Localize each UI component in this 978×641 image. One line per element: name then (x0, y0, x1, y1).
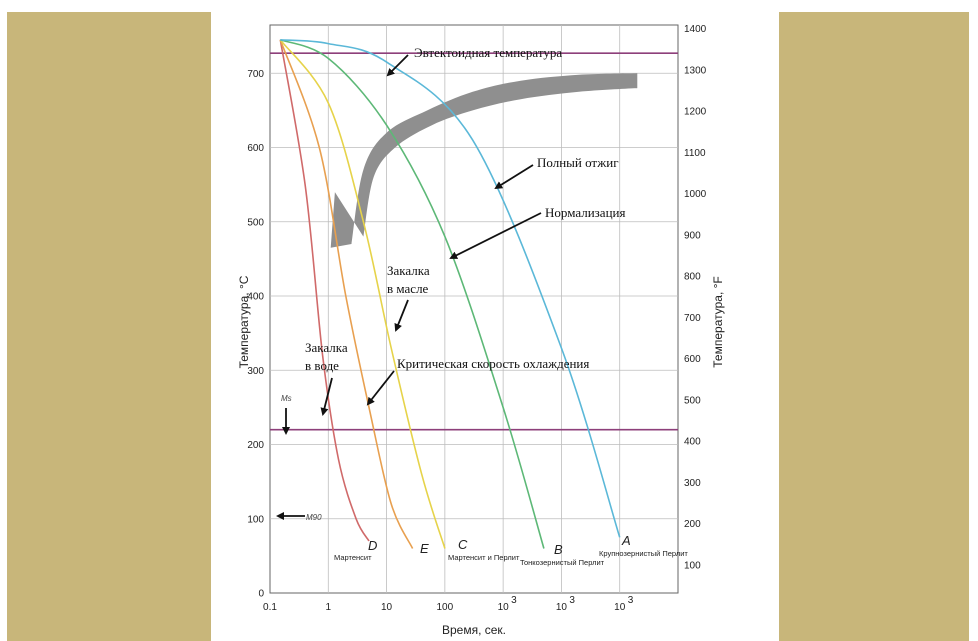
curve-label-C: C (458, 537, 468, 552)
curve-C (279, 39, 446, 549)
arrow-critical-rate (366, 370, 395, 406)
cooling-curves (279, 39, 621, 549)
curve-label-B: B (554, 542, 563, 557)
y-tick-label-right: 1100 (684, 148, 706, 159)
curve-D (279, 39, 370, 542)
x-tick-label: 10 (498, 602, 510, 613)
x-tick-label: 10 (614, 602, 626, 613)
reference-lines (270, 52, 678, 431)
arrow-eutectoid (386, 54, 409, 77)
curve-label-A: A (621, 533, 631, 548)
x-tick-exponent: 3 (628, 595, 634, 606)
x-tick-label: 10 (381, 602, 393, 613)
x-tick-exponent: 3 (511, 595, 517, 606)
m90-label: M90 (306, 513, 322, 522)
y-tick-label-left: 600 (247, 143, 264, 154)
x-axis-label: Время, сек. (442, 623, 506, 637)
y-tick-label-right: 800 (684, 272, 701, 283)
y-axis-label-right: Температура, °F (711, 276, 725, 367)
x-tick-label: 100 (437, 602, 454, 613)
axis-ticks: 0.1 1 10 100 1031031030100200300400500600700… (247, 24, 706, 613)
annotation-oil-quench-2: в масле (387, 281, 429, 296)
annotation-arrows (276, 54, 542, 520)
annotation-full-anneal: Полный отжиг (537, 155, 619, 170)
y-tick-label-right: 400 (684, 437, 701, 448)
y-tick-label-right: 600 (684, 354, 701, 365)
curve-sublabel-C: Мартенсит и Перлит (448, 553, 520, 562)
left-side-panel (7, 12, 211, 641)
curve-label-D: D (368, 538, 377, 553)
x-tick-exponent: 3 (569, 595, 575, 606)
y-tick-label-right: 500 (684, 395, 701, 406)
pearlite-nose (330, 73, 638, 248)
arrow-full-anneal (494, 164, 534, 190)
annotation-eutectoid: Эвтектоидная температура (414, 45, 562, 60)
curve-sublabel-D: Мартенсит (334, 553, 372, 562)
curve-E (279, 39, 414, 549)
y-axis-label-left: Температура, °C (237, 275, 251, 368)
pearlite-nose-region (330, 73, 638, 248)
curve-label-E: E (420, 541, 429, 556)
arrow-normalizing (449, 212, 542, 259)
y-tick-label-left: 200 (247, 440, 264, 451)
curve-sublabel-B: Тонкозернистый Перлит (520, 558, 605, 567)
plot-frame (269, 24, 679, 594)
annotation-normalizing: Нормализация (545, 205, 625, 220)
y-tick-label-left: 700 (247, 69, 264, 80)
curve-A (280, 39, 621, 538)
y-tick-label-left: 300 (247, 366, 264, 377)
curve-B (280, 39, 545, 549)
y-tick-label-left: 400 (247, 292, 264, 303)
x-tick-label: 10 (556, 602, 568, 613)
y-tick-label-right: 1200 (684, 107, 707, 118)
y-tick-label-right: 900 (684, 230, 701, 241)
y-tick-label-right: 1300 (684, 65, 707, 76)
y-tick-label-right: 200 (684, 519, 701, 530)
y-tick-label-right: 100 (684, 560, 701, 571)
right-side-panel (779, 12, 969, 641)
y-tick-label-right: 1400 (684, 24, 707, 35)
y-tick-label-right: 700 (684, 313, 701, 324)
y-tick-label-right: 300 (684, 478, 701, 489)
annotation-critical-rate: Критическая скорость охлаждения (397, 356, 589, 371)
ms-label: Ms (281, 394, 292, 403)
annotation-water-quench-2: в воде (305, 358, 339, 373)
y-tick-label-left: 0 (258, 589, 264, 600)
arrow-water-quench (320, 377, 333, 416)
y-tick-label-left: 100 (247, 514, 264, 525)
arrow-oil-quench (394, 299, 409, 332)
y-tick-label-left: 500 (247, 217, 264, 228)
annotation-oil-quench-1: Закалка (387, 263, 430, 278)
annotation-water-quench-1: Закалка (305, 340, 348, 355)
y-tick-label-right: 1000 (684, 189, 707, 200)
x-tick-label: 1 (326, 602, 332, 613)
x-tick-label: 0.1 (263, 602, 277, 613)
curve-sublabel-A: Крупнозернистый Перлит (599, 549, 688, 558)
